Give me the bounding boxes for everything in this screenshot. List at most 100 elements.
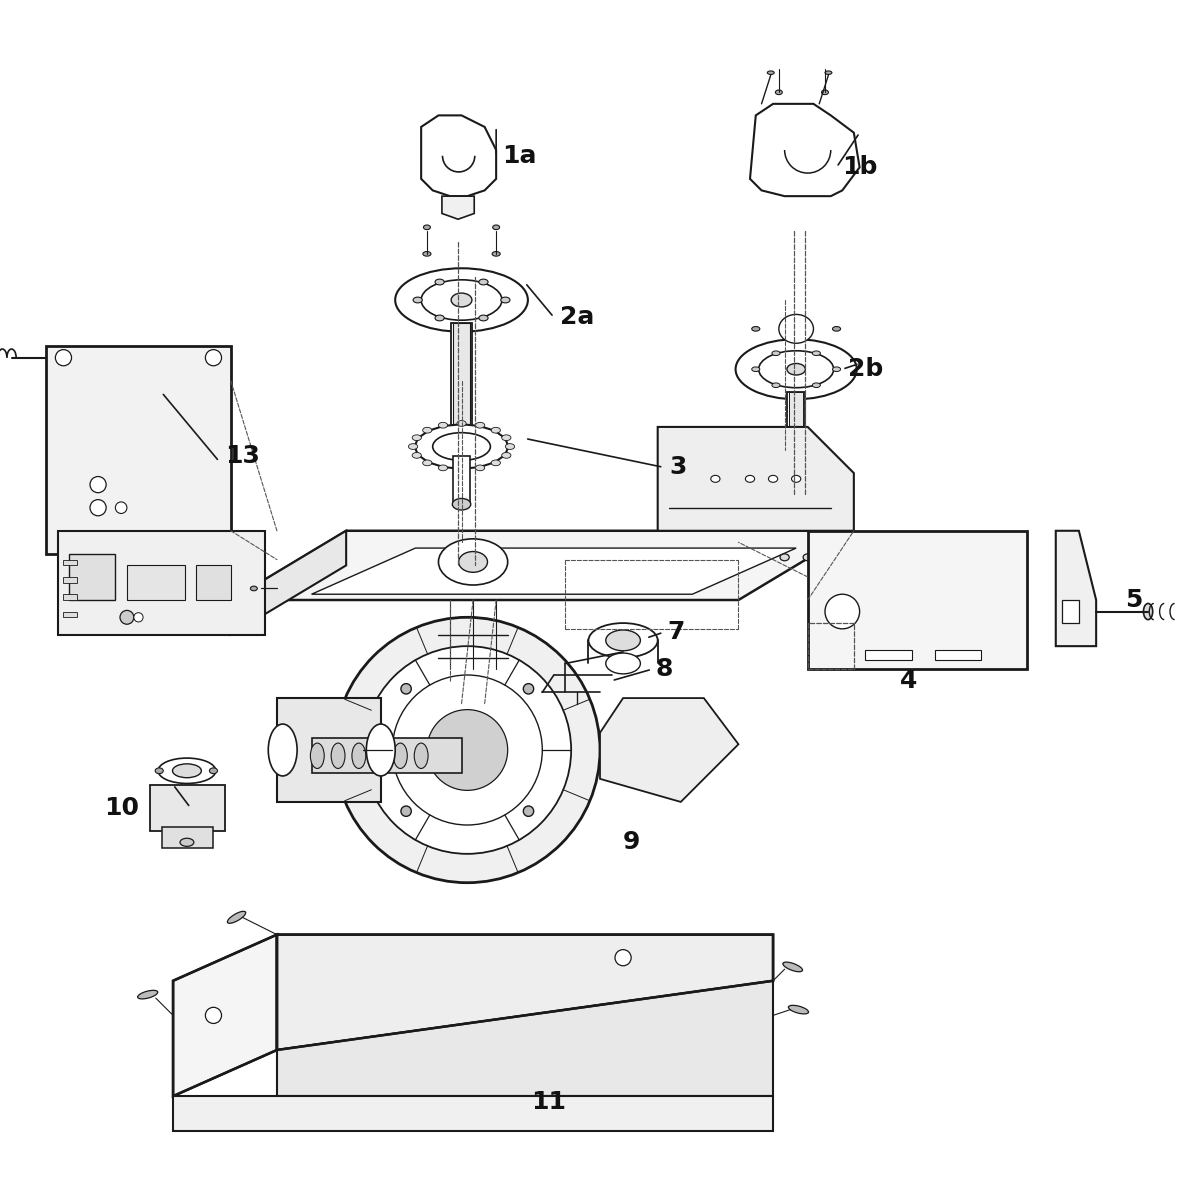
Ellipse shape [269, 724, 298, 776]
Circle shape [90, 499, 106, 516]
Polygon shape [1056, 530, 1096, 646]
Bar [865, 649, 912, 660]
Ellipse shape [730, 492, 738, 497]
Bar [162, 827, 214, 848]
Ellipse shape [782, 962, 803, 972]
Ellipse shape [438, 422, 448, 428]
Bar [935, 649, 980, 660]
Ellipse shape [787, 364, 805, 374]
Ellipse shape [251, 586, 257, 590]
Ellipse shape [780, 554, 790, 560]
Ellipse shape [812, 350, 821, 355]
Text: 13: 13 [226, 444, 260, 468]
Ellipse shape [772, 383, 780, 388]
Polygon shape [600, 698, 738, 802]
Ellipse shape [761, 461, 769, 466]
Ellipse shape [422, 252, 431, 256]
Bar [454, 456, 469, 502]
Ellipse shape [394, 743, 407, 768]
Ellipse shape [745, 475, 755, 482]
Ellipse shape [438, 539, 508, 584]
Ellipse shape [817, 482, 826, 487]
Circle shape [205, 1007, 222, 1024]
Ellipse shape [576, 704, 583, 708]
Ellipse shape [210, 768, 217, 774]
Polygon shape [173, 1096, 773, 1130]
Ellipse shape [491, 427, 500, 433]
Text: 7: 7 [667, 620, 684, 644]
Polygon shape [312, 548, 796, 594]
Circle shape [205, 349, 222, 366]
Ellipse shape [479, 280, 488, 284]
Ellipse shape [408, 444, 418, 450]
Circle shape [826, 594, 859, 629]
Circle shape [335, 617, 600, 883]
Ellipse shape [421, 280, 502, 320]
Ellipse shape [833, 367, 840, 372]
Ellipse shape [748, 472, 803, 497]
Circle shape [134, 613, 143, 622]
Text: 1b: 1b [842, 155, 877, 179]
Bar [808, 530, 1027, 670]
Ellipse shape [434, 280, 444, 284]
Ellipse shape [401, 806, 412, 816]
Ellipse shape [502, 434, 511, 440]
Ellipse shape [412, 434, 421, 440]
Ellipse shape [352, 743, 366, 768]
Ellipse shape [779, 314, 814, 343]
Circle shape [120, 611, 134, 624]
Ellipse shape [475, 422, 485, 428]
Text: 1a: 1a [502, 144, 536, 168]
Ellipse shape [725, 482, 733, 487]
Ellipse shape [373, 743, 386, 768]
Ellipse shape [710, 475, 720, 482]
Ellipse shape [788, 1006, 809, 1014]
Ellipse shape [781, 461, 790, 466]
Ellipse shape [448, 670, 452, 673]
Bar [46, 346, 230, 554]
Ellipse shape [173, 764, 202, 778]
Ellipse shape [523, 806, 534, 816]
Circle shape [364, 646, 571, 854]
Ellipse shape [502, 452, 511, 458]
Ellipse shape [414, 743, 428, 768]
Ellipse shape [475, 464, 485, 470]
Bar [790, 392, 803, 508]
Ellipse shape [812, 492, 821, 497]
Bar [64, 594, 77, 600]
Text: 3: 3 [670, 455, 686, 479]
Ellipse shape [413, 298, 422, 302]
Ellipse shape [491, 460, 500, 466]
Ellipse shape [743, 499, 750, 504]
Bar [127, 565, 185, 600]
Polygon shape [750, 104, 859, 196]
Polygon shape [658, 427, 854, 530]
Polygon shape [277, 980, 773, 1096]
Ellipse shape [768, 475, 778, 482]
Ellipse shape [767, 71, 774, 74]
Ellipse shape [505, 444, 515, 450]
Ellipse shape [401, 684, 412, 694]
Ellipse shape [588, 623, 658, 658]
Ellipse shape [761, 504, 769, 509]
Ellipse shape [227, 911, 246, 923]
Ellipse shape [331, 743, 346, 768]
Ellipse shape [479, 316, 488, 320]
Bar [787, 392, 805, 508]
Circle shape [392, 674, 542, 826]
Ellipse shape [158, 758, 216, 784]
Ellipse shape [433, 433, 491, 461]
Ellipse shape [768, 518, 782, 527]
Ellipse shape [812, 383, 821, 388]
Bar [64, 559, 77, 565]
Ellipse shape [606, 630, 641, 650]
Circle shape [115, 502, 127, 514]
Ellipse shape [800, 499, 808, 504]
Circle shape [90, 476, 106, 493]
Ellipse shape [457, 467, 466, 473]
Polygon shape [230, 530, 854, 600]
Ellipse shape [775, 90, 782, 95]
Bar [768, 498, 782, 527]
Ellipse shape [758, 350, 834, 388]
Text: 2b: 2b [848, 358, 883, 382]
